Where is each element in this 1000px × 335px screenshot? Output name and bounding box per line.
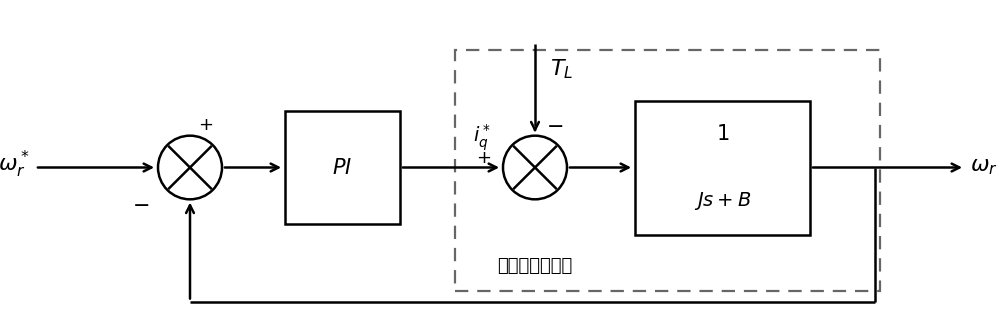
Text: $-$: $-$ (132, 194, 149, 214)
Text: $+$: $+$ (198, 116, 214, 134)
Text: $i_q^*$: $i_q^*$ (473, 122, 490, 153)
Text: $1$: $1$ (716, 124, 729, 144)
Bar (455, 50, 880, 291)
Text: $T_L$: $T_L$ (550, 57, 573, 80)
Text: $-$: $-$ (546, 115, 563, 135)
Text: 速度环被控对象: 速度环被控对象 (497, 257, 573, 275)
Text: $+$: $+$ (476, 149, 491, 167)
Bar (285, 111, 400, 224)
Bar (635, 100, 810, 234)
Text: $\omega_r^*$: $\omega_r^*$ (0, 148, 30, 180)
Text: $Js+B$: $Js+B$ (694, 190, 751, 212)
Text: $PI$: $PI$ (332, 157, 353, 178)
Text: $\omega_r$: $\omega_r$ (970, 155, 998, 177)
